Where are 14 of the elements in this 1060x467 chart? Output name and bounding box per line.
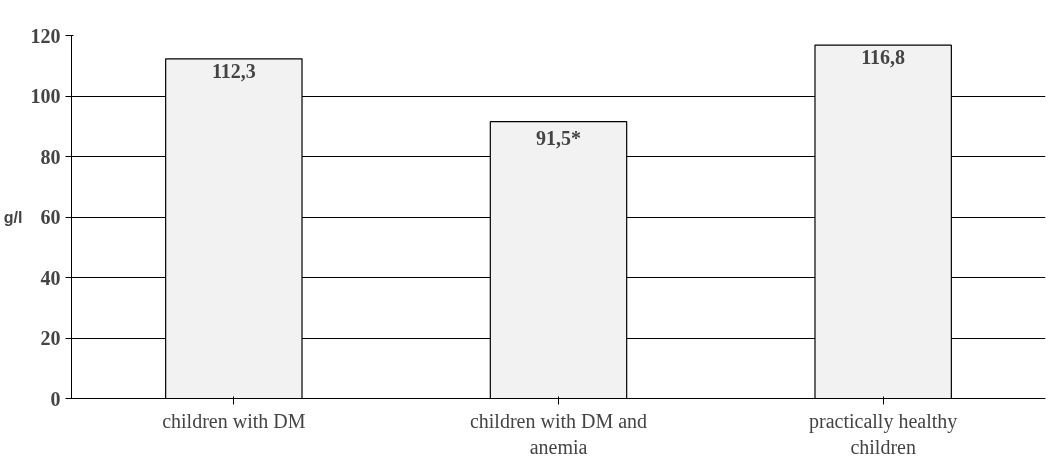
- y-tick-label: 120: [30, 24, 61, 47]
- y-tick-label: 20: [40, 327, 61, 349]
- x-tick-label: practically healthy children: [809, 409, 958, 458]
- data-label: 112,3: [211, 59, 256, 82]
- y-tick-label: 60: [40, 206, 61, 228]
- data-label: 91,5*: [536, 126, 581, 149]
- x-tick-label: children with DM: [162, 409, 306, 432]
- y-tick-label: 80: [40, 145, 61, 168]
- y-tick-label: 0: [50, 387, 61, 410]
- x-tick-label: children with DM and anemia: [469, 409, 648, 458]
- y-tick-label: 40: [40, 266, 61, 289]
- y-axis-title: g/l: [3, 208, 23, 226]
- y-tick-label: 100: [30, 85, 61, 107]
- data-label: 116,8: [861, 46, 906, 69]
